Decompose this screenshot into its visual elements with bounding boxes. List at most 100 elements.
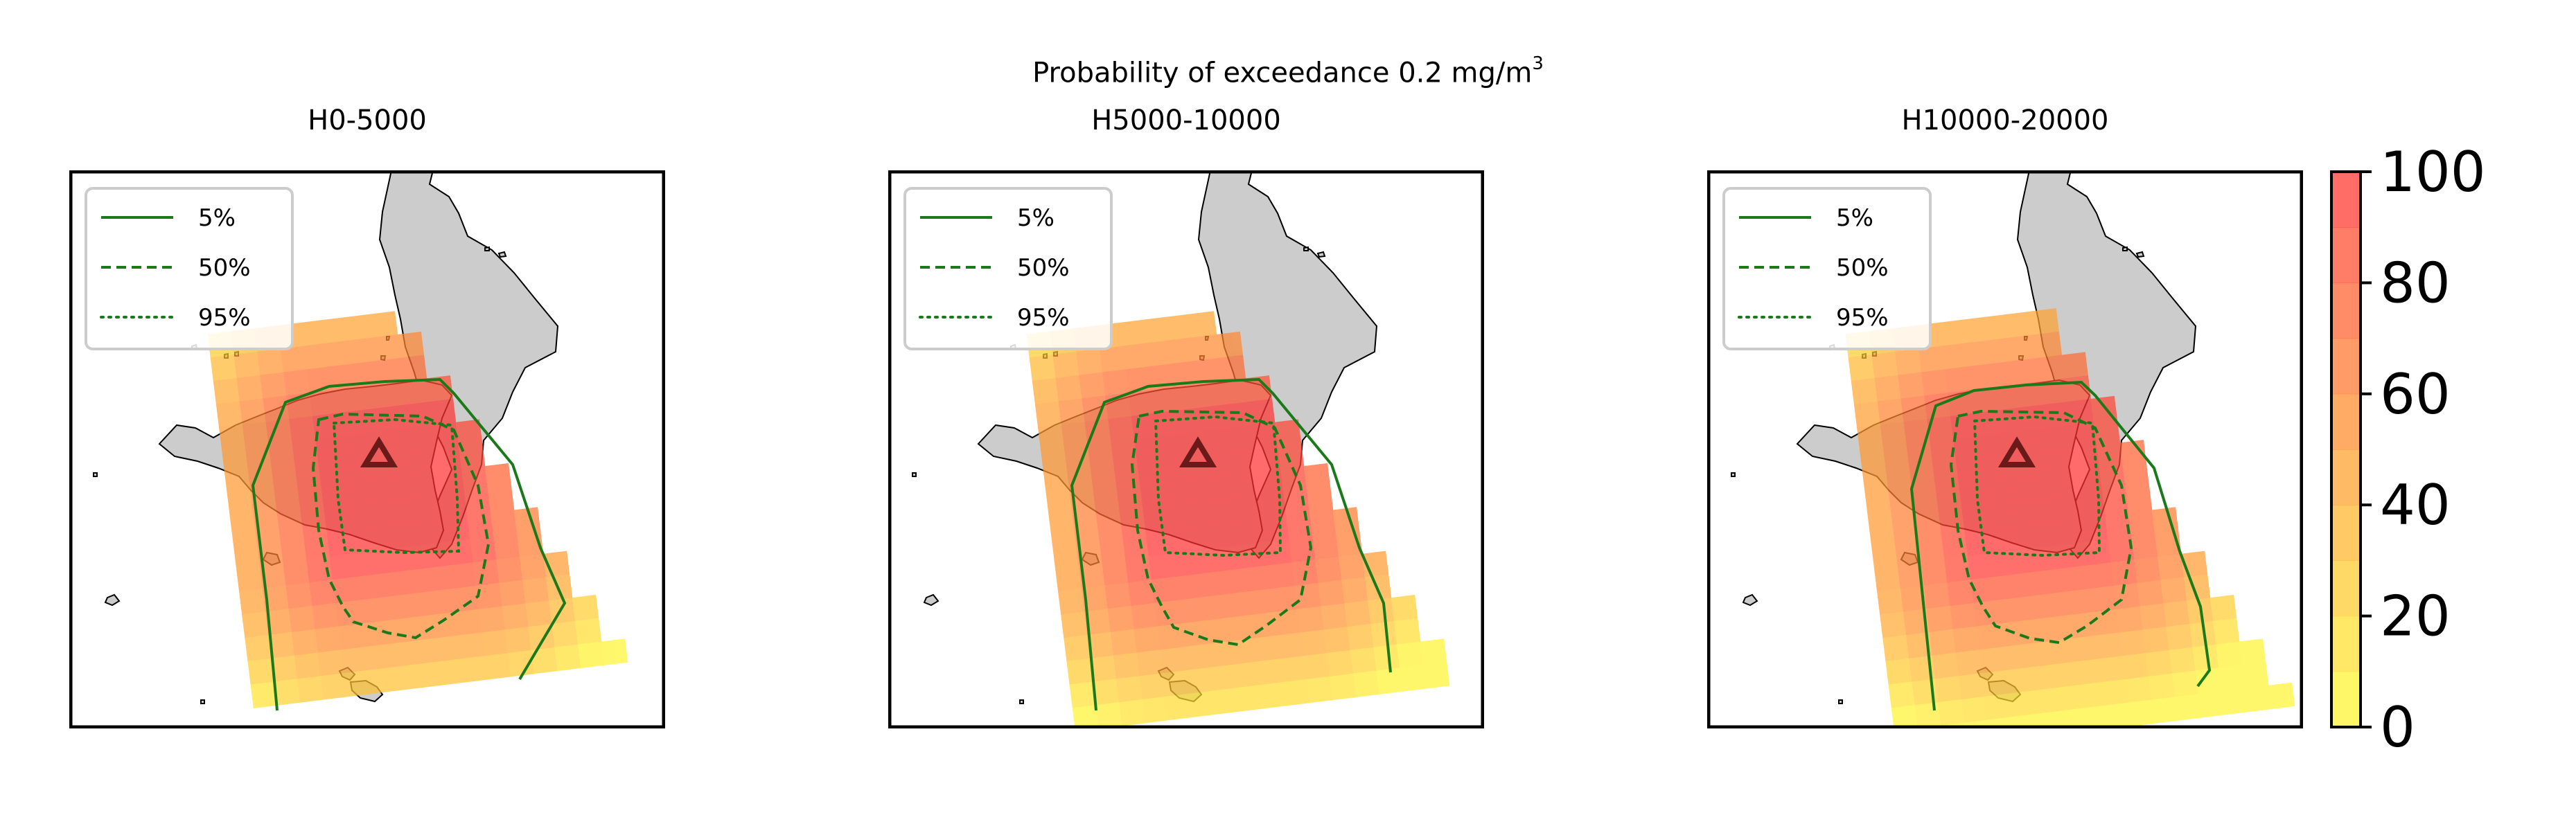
colorbar-segment	[2331, 449, 2361, 505]
probability-cell	[215, 401, 243, 429]
probability-cell	[475, 582, 503, 610]
probability-cell	[1064, 634, 1091, 662]
probability-cell	[1891, 705, 1918, 728]
contour-50-percent	[1949, 409, 2133, 645]
contour-95-percent	[1154, 415, 1282, 557]
probability-cell	[1985, 503, 2012, 531]
probability-cell	[373, 334, 401, 361]
probability-cell	[344, 670, 371, 697]
probability-cell	[230, 518, 258, 545]
probability-cell	[1052, 541, 1079, 568]
probability-cell	[213, 377, 240, 405]
probability-cell	[1248, 398, 1276, 426]
probability-cell	[1079, 372, 1106, 399]
probability-cell	[2087, 562, 2115, 589]
probability-cell	[1133, 626, 1161, 654]
probability-cell	[387, 641, 415, 668]
probability-cell	[1061, 422, 1088, 449]
probability-cell	[2148, 673, 2176, 701]
probability-cell	[1254, 445, 1281, 472]
probability-cell	[2032, 308, 2059, 335]
probability-cell	[1256, 659, 1284, 686]
probability-cell	[2099, 656, 2126, 683]
probability-cell	[233, 351, 261, 379]
probability-cell	[344, 480, 371, 508]
probability-cell	[1113, 463, 1141, 490]
probability-cell	[1082, 395, 1109, 422]
probability-cell	[1265, 539, 1293, 566]
legend-box	[903, 187, 1113, 350]
probability-cell	[274, 489, 301, 516]
probability-cell	[552, 620, 579, 648]
probability-cell	[2058, 518, 2085, 546]
colorbar-tick-label: 80	[2380, 251, 2451, 315]
legend-box	[85, 187, 294, 350]
probability-cell	[333, 386, 360, 414]
contour-5-percent	[251, 377, 567, 711]
probability-cell	[1955, 650, 1983, 677]
probability-cell	[315, 436, 342, 463]
probability-cell	[1253, 635, 1280, 663]
probability-cell	[1309, 510, 1336, 537]
probability-cell	[1095, 702, 1123, 728]
probability-cell	[2002, 643, 2029, 671]
probability-cell	[487, 486, 515, 514]
probability-cell	[1312, 533, 1339, 560]
probability-cell	[1939, 319, 1966, 347]
probability-cell	[1923, 582, 1951, 609]
probability-cell	[1210, 474, 1237, 502]
probability-cell	[1070, 492, 1097, 519]
probability-cell	[1049, 518, 1077, 545]
probability-cell	[1128, 580, 1155, 607]
probability-cell	[1912, 489, 1939, 516]
probability-cell	[2038, 355, 2065, 382]
probability-cell	[1233, 472, 1260, 499]
probability-cell	[2105, 512, 2132, 540]
probability-cell	[1084, 609, 1111, 636]
probability-cell	[464, 489, 491, 517]
island	[104, 593, 121, 607]
probability-cell	[1131, 602, 1158, 630]
probability-cell	[306, 556, 333, 583]
probability-cell	[2055, 495, 2083, 522]
probability-cell	[2011, 524, 2038, 551]
probability-cell	[2014, 547, 2041, 575]
probability-cell	[1894, 538, 1922, 566]
probability-cell	[2212, 618, 2240, 645]
probability-cell	[257, 348, 284, 376]
probability-cell	[2216, 641, 2243, 668]
probability-cell	[1926, 605, 1954, 633]
probability-cell	[2125, 676, 2152, 704]
probability-cell	[1212, 498, 1240, 525]
probability-cell	[289, 415, 316, 443]
island	[2122, 246, 2128, 251]
probability-cell	[2078, 682, 2106, 709]
probability-cell	[412, 448, 439, 476]
contour-5-percent	[1909, 380, 2212, 711]
probability-cell	[1988, 527, 2015, 554]
probability-cell	[396, 521, 424, 548]
probability-cell	[467, 512, 494, 540]
probability-cell	[294, 463, 322, 490]
probability-cell	[1900, 585, 1927, 612]
probability-cell	[1294, 582, 1322, 610]
probability-cell	[342, 456, 369, 484]
probability-cell	[1944, 366, 1972, 393]
probability-cell	[1400, 665, 1427, 692]
probability-cell	[1935, 486, 1963, 513]
probability-cell	[324, 316, 351, 344]
probability-cell	[578, 641, 605, 668]
probability-cell	[327, 340, 354, 367]
probability-cell	[1134, 436, 1161, 463]
probability-cell	[441, 492, 468, 519]
probability-cell	[391, 474, 418, 502]
probability-cell	[1073, 515, 1100, 542]
panel-3-title: H10000-20000	[1901, 105, 2109, 136]
probability-cell	[1189, 690, 1217, 718]
probability-cell	[1204, 427, 1231, 455]
probability-cell	[301, 319, 328, 347]
probability-cell	[2034, 711, 2061, 728]
probability-cell	[414, 472, 441, 499]
probability-cell	[300, 509, 328, 537]
probability-cell	[1233, 661, 1260, 688]
